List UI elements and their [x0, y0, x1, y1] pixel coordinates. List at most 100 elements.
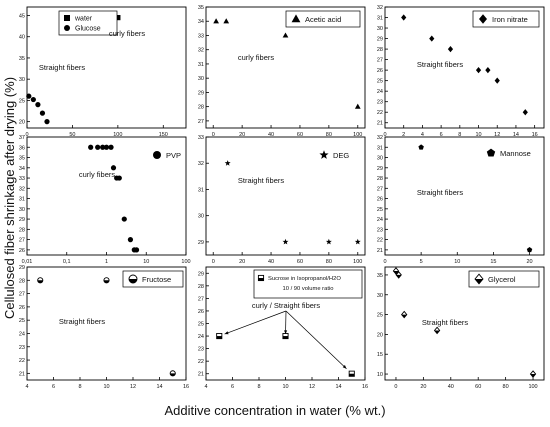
x-tick-label: 6 [52, 384, 55, 390]
data-point [349, 371, 354, 376]
y-tick-label: 24 [377, 217, 383, 223]
y-tick-label: 25 [377, 79, 383, 85]
data-point [88, 145, 93, 150]
y-tick-label: 34 [19, 166, 25, 172]
y-tick-label: 29 [377, 166, 383, 172]
x-tick-label: 100 [181, 259, 190, 265]
legend-marker [64, 15, 70, 21]
legend-marker [153, 151, 161, 159]
y-tick-label: 34 [198, 19, 204, 25]
x-tick-label: 20 [526, 259, 532, 265]
y-tick-label: 29 [377, 37, 383, 43]
y-tick-label: 28 [19, 278, 25, 284]
x-tick-label: 12 [309, 384, 315, 390]
x-tick-label: 80 [503, 384, 509, 390]
data-point [31, 97, 36, 102]
y-tick-label: 25 [377, 207, 383, 213]
x-tick-label: 40 [268, 259, 274, 265]
legend: PVP [153, 151, 181, 160]
y-tick-label: 36 [19, 145, 25, 151]
legend-label: Sucrose in Isopropanol/H2O [268, 276, 341, 282]
y-tick-label: 27 [198, 119, 204, 125]
x-tick-label: 8 [257, 384, 260, 390]
annotation: curly fibers [109, 29, 146, 38]
y-tick-label: 31 [377, 16, 383, 22]
y-tick-label: 21 [377, 248, 383, 254]
y-tick-label: 28 [198, 284, 204, 290]
y-tick-label: 30 [198, 214, 204, 220]
y-tick-label: 28 [377, 47, 383, 53]
y-tick-label: 32 [198, 161, 204, 167]
legend: Acetic acid [286, 11, 360, 27]
x-tick-label: 4 [25, 384, 28, 390]
legend-label: DEG [333, 151, 349, 160]
y-tick-label: 26 [19, 248, 25, 254]
y-tick-label: 35 [198, 5, 204, 11]
x-tick-label: 1 [105, 259, 108, 265]
y-tick-label: 35 [19, 56, 25, 62]
y-tick-label: 37 [19, 135, 25, 141]
y-tick-label: 27 [19, 292, 25, 298]
y-tick-label: 45 [19, 13, 25, 19]
y-tick-label: 31 [377, 145, 383, 151]
data-point [35, 102, 40, 107]
y-tick-label: 30 [19, 207, 25, 213]
annotation: curly / Straight fibers [252, 301, 321, 310]
y-tick-label: 26 [19, 305, 25, 311]
legend: Fructose [123, 271, 183, 287]
y-tick-label: 28 [198, 105, 204, 111]
annotation: curly fibers [79, 170, 116, 179]
y-tick-label: 26 [377, 68, 383, 74]
y-tick-label: 24 [198, 334, 204, 340]
y-tick-label: 21 [377, 121, 383, 127]
data-point [283, 333, 288, 338]
data-point [128, 237, 133, 242]
legend-label: water [74, 16, 93, 23]
y-tick-label: 29 [198, 90, 204, 96]
y-tick-label: 33 [19, 176, 25, 182]
legend-marker [64, 25, 70, 31]
y-tick-label: 23 [19, 345, 25, 351]
x-tick-label: 5 [420, 259, 423, 265]
y-tick-label: 25 [377, 313, 383, 319]
y-tick-label: 32 [377, 135, 383, 141]
legend-box [254, 270, 362, 298]
y-tick-label: 20 [377, 332, 383, 338]
y-tick-label: 20 [19, 120, 25, 126]
y-tick-label: 30 [19, 77, 25, 83]
x-tick-label: 0 [394, 384, 397, 390]
y-tick-label: 30 [377, 293, 383, 299]
y-tick-label: 24 [19, 331, 25, 337]
data-point [217, 333, 222, 338]
x-tick-label: 20 [420, 384, 426, 390]
x-tick-label: 0 [383, 259, 386, 265]
y-tick-label: 32 [377, 5, 383, 11]
y-tick-label: 31 [198, 62, 204, 68]
data-point [40, 111, 45, 116]
x-tick-label: 16 [183, 384, 189, 390]
y-tick-label: 29 [198, 271, 204, 277]
y-tick-label: 35 [377, 273, 383, 279]
x-tick-label: 10 [143, 259, 149, 265]
x-tick-label: 10 [282, 384, 288, 390]
data-point [122, 216, 127, 221]
data-point [38, 278, 43, 283]
x-axis-label: Additive concentration in water (% wt.) [0, 403, 550, 418]
data-point [104, 145, 109, 150]
x-tick-label: 20 [239, 259, 245, 265]
y-tick-label: 27 [377, 58, 383, 64]
annotation: Straight fibers [238, 176, 285, 185]
y-tick-label: 30 [377, 156, 383, 162]
x-tick-label: 60 [297, 259, 303, 265]
x-tick-label: 100 [528, 384, 537, 390]
y-tick-label: 30 [198, 76, 204, 82]
y-tick-label: 21 [19, 371, 25, 377]
y-tick-label: 27 [198, 296, 204, 302]
